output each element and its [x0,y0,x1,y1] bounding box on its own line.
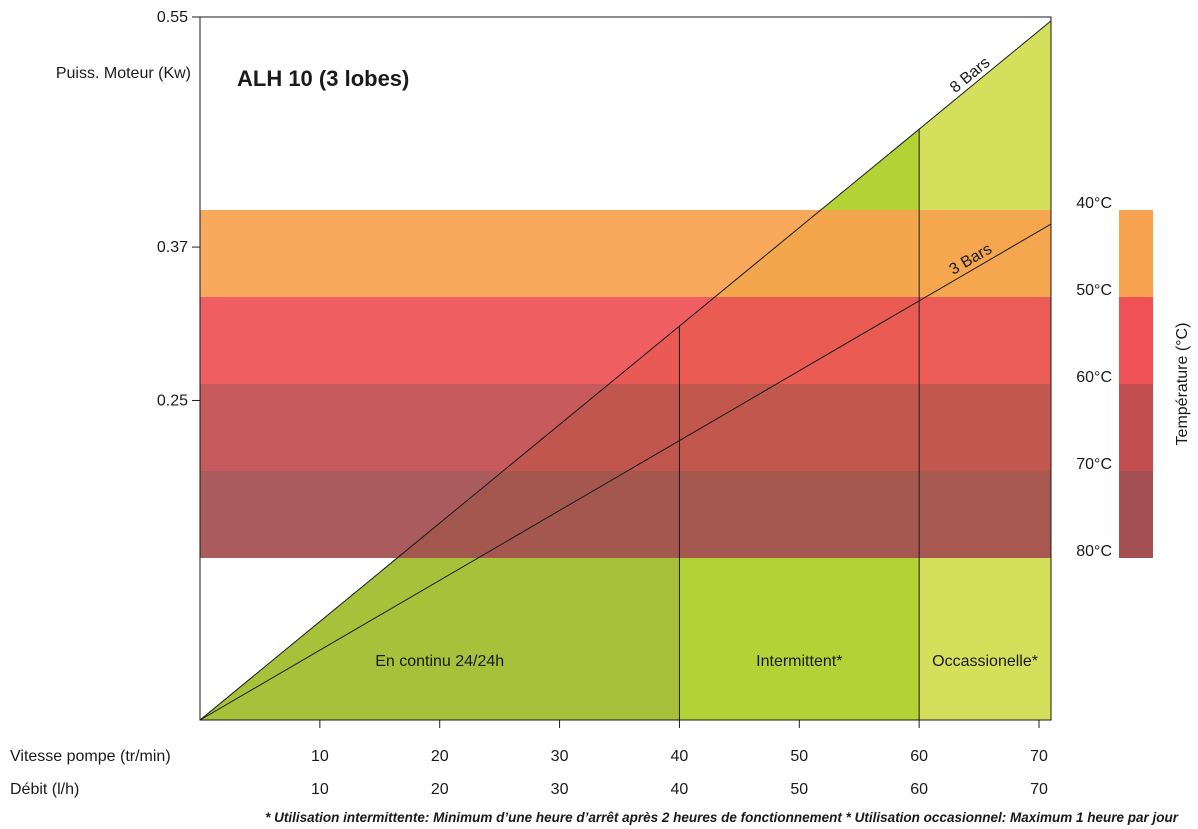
chart-title: ALH 10 (3 lobes) [237,66,409,91]
temperature-legend-swatch-3 [1119,384,1153,471]
zone-label-3: Occassionelle* [932,653,1038,670]
x-row-1-tick-label-4: 40 [671,748,689,765]
x-row-2-tick-label-3: 30 [551,781,569,798]
y-tick-label-1: 0.25 [157,392,188,409]
x-row-1-tick-label-1: 10 [311,748,329,765]
x-row-label-1: Vitesse pompe (tr/min) [10,748,171,765]
x-row-label-2: Débit (l/h) [10,781,79,798]
x-row-2-tick-label-7: 70 [1030,781,1048,798]
x-row-1-tick-label-5: 50 [790,748,808,765]
zone-label-1: En continu 24/24h [375,653,504,670]
y-tick-label-3: 0.55 [157,9,188,26]
series-line-8-bars [199,20,1052,721]
temperature-legend-swatch-4 [1119,471,1153,558]
temperature-axis-label: Température (°C) [1174,323,1191,446]
temperature-legend-swatch-1 [1119,210,1153,297]
temperature-tick-3: 60°C [1076,369,1112,386]
x-row-1-tick-label-3: 30 [551,748,569,765]
temperature-band-3 [200,384,1051,471]
temperature-tick-5: 80°C [1076,543,1112,560]
temperature-band-2 [200,297,1051,384]
x-row-1-tick-label-7: 70 [1030,748,1048,765]
zone-label-2: Intermittent* [756,653,842,670]
y-axis-label: Puiss. Moteur (Kw) [56,65,191,82]
temperature-tick-1: 40°C [1076,195,1112,212]
series-line-3-bars [199,223,1052,721]
temperature-band-1 [200,210,1051,297]
footnote: * Utilisation intermittente: Minimum d’u… [265,810,1179,825]
temperature-legend-swatch-2 [1119,297,1153,384]
x-row-1-tick-label-6: 60 [910,748,928,765]
y-tick-label-2: 0.37 [157,239,188,256]
x-row-2-tick-label-2: 20 [431,781,449,798]
temperature-tick-2: 50°C [1076,282,1112,299]
x-row-2-tick-label-5: 50 [790,781,808,798]
x-row-1-tick-label-2: 20 [431,748,449,765]
x-row-2-tick-label-1: 10 [311,781,329,798]
temperature-tick-4: 70°C [1076,456,1112,473]
x-row-2-tick-label-4: 40 [671,781,689,798]
x-row-2-tick-label-6: 60 [910,781,928,798]
plot-frame [199,16,1052,721]
temperature-band-4 [200,471,1051,558]
